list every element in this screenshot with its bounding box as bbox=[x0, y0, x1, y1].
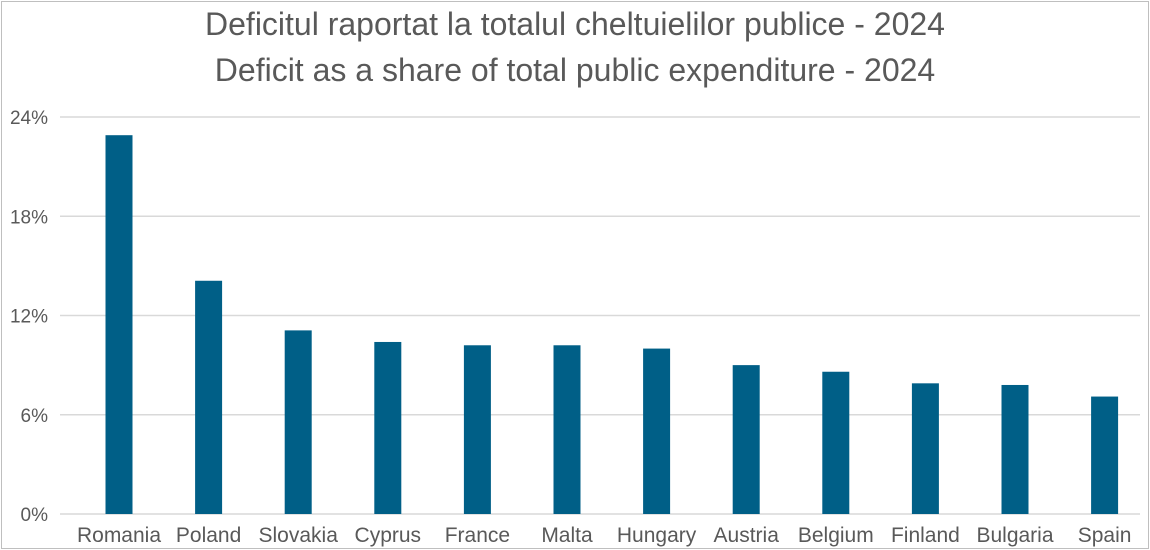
x-category-label: Belgium bbox=[798, 524, 874, 547]
y-tick-label: 6% bbox=[21, 406, 49, 427]
x-category-label: Malta bbox=[541, 524, 593, 547]
x-axis-category-labels: Romania Poland Slovakia Cyprus France Malta Hu… bbox=[77, 524, 1131, 547]
x-category-label: Spain bbox=[1078, 524, 1132, 547]
x-category-label: Slovakia bbox=[259, 524, 339, 547]
chart-subtitle: Deficit as a share of total public expen… bbox=[214, 52, 936, 88]
y-tick-label: 18% bbox=[10, 207, 48, 228]
bar-bulgaria bbox=[1001, 384, 1029, 514]
y-axis-tick-labels: 0% 6% 12% 18% 24% bbox=[10, 108, 48, 526]
bar-hungary bbox=[643, 348, 671, 514]
x-category-label: Cyprus bbox=[355, 524, 422, 547]
bar-slovakia bbox=[284, 330, 312, 514]
bar-belgium bbox=[822, 371, 850, 514]
y-tick-label: 0% bbox=[21, 505, 49, 526]
x-category-label: France bbox=[445, 524, 510, 547]
x-category-label: Bulgaria bbox=[976, 524, 1053, 547]
chart-title: Deficitul raportat la totalul cheltuieli… bbox=[205, 6, 945, 42]
bar-romania bbox=[105, 135, 133, 514]
bar-malta bbox=[553, 345, 581, 514]
x-category-label: Finland bbox=[891, 524, 960, 547]
bar-austria bbox=[732, 365, 760, 514]
bar-cyprus bbox=[374, 341, 402, 514]
x-category-label: Poland bbox=[176, 524, 241, 547]
x-category-label: Romania bbox=[77, 524, 161, 547]
bar-finland bbox=[911, 383, 939, 514]
bar-layer bbox=[105, 135, 1119, 514]
x-category-label: Hungary bbox=[617, 524, 697, 547]
bar-spain bbox=[1091, 396, 1119, 514]
y-tick-label: 12% bbox=[10, 307, 48, 328]
x-category-label: Austria bbox=[714, 524, 780, 547]
grid-layer bbox=[60, 116, 1140, 515]
bar-france bbox=[463, 345, 491, 514]
bar-poland bbox=[195, 280, 223, 514]
y-tick-label: 24% bbox=[10, 108, 48, 129]
